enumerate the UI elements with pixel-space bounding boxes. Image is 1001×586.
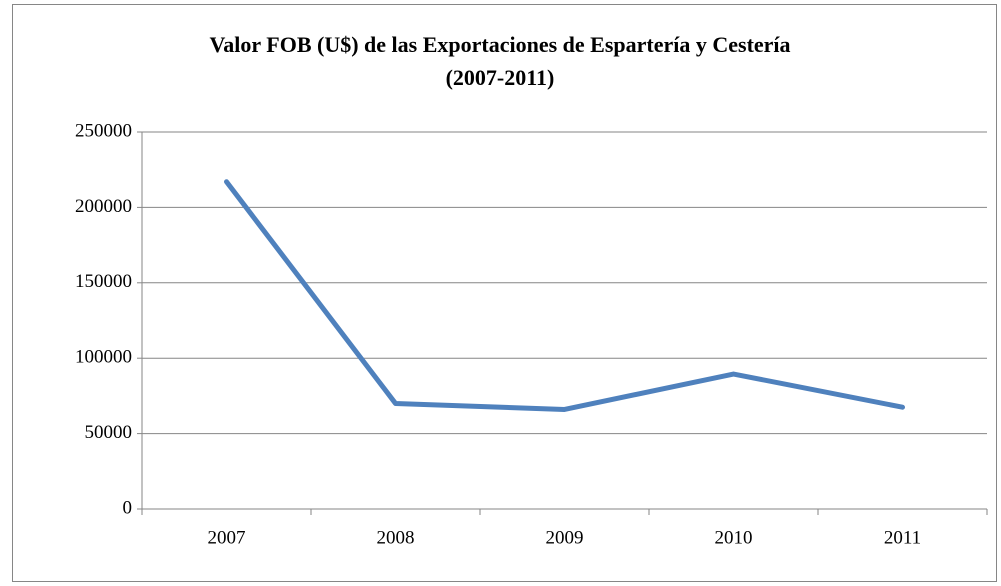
x-tick-label: 2007 [208,527,246,548]
chart-title: (2007-2011) [446,65,555,90]
x-tick-label: 2009 [546,527,584,548]
y-tick-label: 200000 [75,196,132,217]
x-tick-label: 2011 [884,527,921,548]
y-tick-label: 150000 [75,271,132,292]
chart-frame [12,4,997,582]
y-tick-label: 0 [123,497,133,518]
x-tick-label: 2008 [377,527,415,548]
y-tick-label: 250000 [75,120,132,141]
chart-title: Valor FOB (U$) de las Exportaciones de E… [209,32,790,57]
y-tick-label: 100000 [75,347,132,368]
x-tick-label: 2010 [715,527,753,548]
y-tick-label: 50000 [85,422,133,443]
data-line [224,179,905,412]
